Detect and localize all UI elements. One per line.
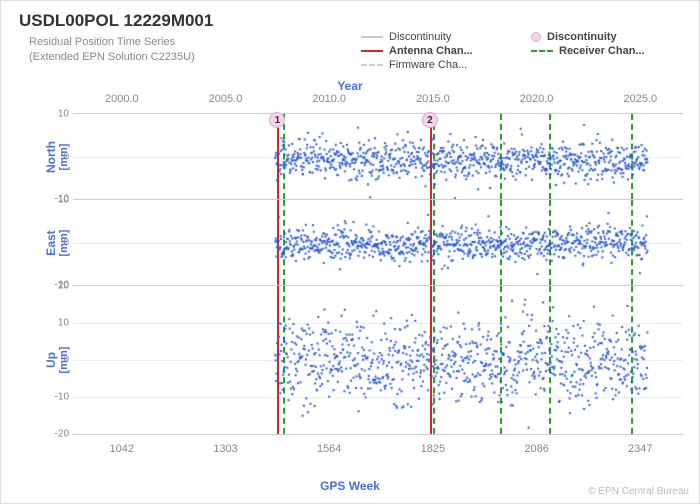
ytick: 0 (41, 151, 69, 162)
year-tick: 2025.0 (623, 93, 657, 105)
year-tick: 2020.0 (520, 93, 554, 105)
scatter-north (73, 114, 683, 200)
top-axis-label: Year (1, 79, 699, 93)
top-axis: 2000.0 2005.0 2010.0 2015.0 2020.0 2025.0 (73, 93, 683, 109)
plot-area: 2000.02005.02010.02015.02020.02025.0 Nor… (73, 95, 683, 455)
subtitle: Residual Position Time Series (Extended … (29, 35, 195, 65)
legend-item: Receiver Chan... (531, 45, 700, 57)
ytick: 0 (41, 355, 69, 366)
gpsweek-tick: 1564 (317, 443, 341, 455)
ytick: 10 (41, 195, 69, 206)
legend: Discontinuity Discontinuity Antenna Chan..… (361, 31, 700, 71)
credit: © EPN Central Bureau (588, 486, 689, 497)
panel-north: North[mm]-1001012 (73, 113, 683, 199)
panel-up: Up[mm]-20-1001020 (73, 285, 683, 435)
scatter-up (73, 286, 683, 436)
discontinuity-marker: 1 (269, 112, 285, 128)
year-tick: 2000.0 (105, 93, 139, 105)
panels-container: North[mm]-1001012East[mm]-10010Up[mm]-20… (73, 113, 683, 435)
legend-swatch (361, 50, 383, 52)
legend-label: Receiver Chan... (559, 45, 645, 57)
legend-label: Antenna Chan... (389, 45, 473, 57)
legend-swatch (361, 36, 383, 38)
legend-swatch (361, 64, 383, 66)
legend-item: Discontinuity (361, 31, 531, 43)
bottom-axis: 1042 1303 1564 1825 2086 2347 (73, 439, 683, 457)
ytick: -10 (41, 392, 69, 403)
legend-swatch (531, 32, 541, 42)
ytick: 20 (41, 281, 69, 292)
legend-label: Firmware Cha... (389, 59, 467, 71)
ytick: 0 (41, 237, 69, 248)
legend-item: Firmware Cha... (361, 59, 531, 71)
ytick: -20 (41, 429, 69, 440)
panel-east: East[mm]-10010 (73, 199, 683, 285)
year-tick: 2010.0 (312, 93, 346, 105)
subtitle-line2: (Extended EPN Solution C2235U) (29, 50, 195, 65)
subtitle-line1: Residual Position Time Series (29, 35, 195, 50)
legend-item: Antenna Chan... (361, 45, 531, 57)
ytick: 10 (41, 109, 69, 120)
scatter-east (73, 200, 683, 286)
page-title: USDL00POL 12229M001 (19, 11, 213, 31)
legend-label: Discontinuity (547, 31, 617, 43)
gpsweek-tick: 1042 (110, 443, 134, 455)
gpsweek-tick: 2086 (524, 443, 548, 455)
legend-swatch (531, 50, 553, 52)
ytick: 10 (41, 318, 69, 329)
gpsweek-tick: 2347 (628, 443, 652, 455)
gpsweek-tick: 1303 (213, 443, 237, 455)
gpsweek-tick: 1825 (421, 443, 445, 455)
year-tick: 2015.0 (416, 93, 450, 105)
legend-item: Discontinuity (531, 31, 700, 43)
legend-label: Discontinuity (389, 31, 451, 43)
year-tick: 2005.0 (209, 93, 243, 105)
discontinuity-marker: 2 (422, 112, 438, 128)
